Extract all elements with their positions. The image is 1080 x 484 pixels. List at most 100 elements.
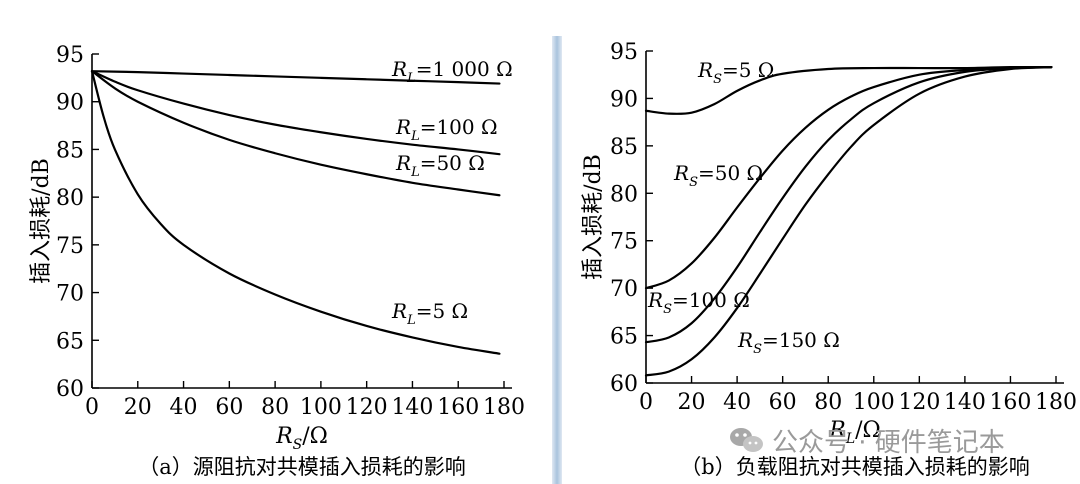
x-tick-label: 20 bbox=[124, 395, 152, 420]
y-ticks-a: 60 65 70 75 80 85 90 95 bbox=[56, 43, 99, 402]
series-label-sub: S bbox=[689, 175, 698, 190]
x-axis-title-a: RS/Ω bbox=[275, 424, 328, 453]
y-tick-label: 65 bbox=[56, 329, 84, 354]
series-label-main: R bbox=[697, 58, 713, 82]
x-tick-label: 60 bbox=[215, 395, 243, 420]
y-tick-label: 75 bbox=[610, 230, 638, 255]
x-axis-title-a-rest: /Ω bbox=[302, 424, 328, 449]
y-tick-label: 95 bbox=[610, 40, 638, 65]
x-ticks-a: 0 20 40 60 80 100 120 140 160 180 bbox=[85, 381, 525, 420]
series-label: RS=50 Ω bbox=[673, 161, 763, 190]
x-tick-label: 100 bbox=[853, 390, 895, 415]
x-tick-label: 140 bbox=[391, 395, 433, 420]
series-label-rest: =100 Ω bbox=[420, 115, 498, 139]
x-axis-title-a-main: R bbox=[275, 424, 293, 449]
y-tick-label: 85 bbox=[610, 135, 638, 160]
x-tick-label: 120 bbox=[898, 390, 940, 415]
series-label-sub: L bbox=[406, 71, 416, 86]
series-label-rest: =50 Ω bbox=[420, 151, 485, 175]
wechat-icon bbox=[730, 428, 763, 452]
x-tick-label: 0 bbox=[85, 395, 99, 420]
series-line bbox=[90, 70, 501, 85]
x-tick-label: 180 bbox=[483, 395, 525, 420]
x-tick-label: 140 bbox=[944, 390, 986, 415]
x-tick-label: 80 bbox=[814, 390, 842, 415]
watermark: 公众号 · 硬件笔记本 bbox=[730, 428, 1005, 458]
chart-panel-b: 0 20 40 60 80 100 120 140 160 180 60 65 70 75 80 85 90 9… bbox=[581, 40, 1077, 479]
x-axis-title-b: RL/Ω bbox=[828, 418, 881, 447]
series-label-rest: =50 Ω bbox=[698, 161, 763, 185]
series-labels-a: RL=1 000 ΩRL=100 ΩRL=50 ΩRL=5 Ω bbox=[391, 57, 513, 328]
x-tick-label: 80 bbox=[261, 395, 289, 420]
y-tick-label: 75 bbox=[56, 234, 84, 259]
series-label-main: R bbox=[673, 161, 689, 185]
x-tick-label: 160 bbox=[437, 395, 479, 420]
series-line bbox=[644, 66, 1053, 344]
series-line bbox=[644, 65, 1053, 115]
series-label-sub: L bbox=[410, 129, 420, 144]
y-tick-label: 90 bbox=[610, 87, 638, 112]
series-label-main: R bbox=[391, 57, 407, 81]
series-line bbox=[644, 66, 1053, 290]
x-tick-label: 40 bbox=[170, 395, 198, 420]
series-label-main: R bbox=[647, 288, 663, 312]
y-tick-label: 65 bbox=[610, 325, 638, 350]
series-label: RS=5 Ω bbox=[697, 58, 774, 87]
series-label: RL=1 000 Ω bbox=[391, 57, 513, 86]
series-label-rest: =5 Ω bbox=[416, 299, 468, 323]
y-tick-label: 90 bbox=[56, 91, 84, 116]
series-line bbox=[90, 70, 501, 156]
watermark-text: 公众号 · 硬件笔记本 bbox=[772, 428, 1005, 458]
y-ticks-b: 60 65 70 75 80 85 90 95 bbox=[610, 40, 653, 397]
caption-a: （a）源阻抗对共模插入损耗的影响 bbox=[138, 455, 466, 479]
series-label-main: R bbox=[395, 115, 411, 139]
y-tick-label: 70 bbox=[56, 282, 84, 307]
caption-b: （b）负载阻抗对共模插入损耗的影响 bbox=[680, 455, 1029, 479]
x-tick-label: 180 bbox=[1035, 390, 1077, 415]
series-label: RS=150 Ω bbox=[737, 328, 840, 357]
series-label: RL=5 Ω bbox=[391, 299, 468, 328]
series-label-rest: =100 Ω bbox=[672, 288, 750, 312]
series-label-sub: S bbox=[753, 342, 762, 357]
series-label-sub: L bbox=[410, 165, 420, 180]
series-label-sub: L bbox=[406, 313, 416, 328]
y-tick-label: 80 bbox=[610, 182, 638, 207]
x-tick-label: 100 bbox=[300, 395, 342, 420]
series-label: RS=100 Ω bbox=[647, 288, 750, 317]
x-tick-label: 160 bbox=[989, 390, 1031, 415]
y-tick-label: 95 bbox=[56, 43, 84, 68]
x-ticks-b: 0 20 40 60 80 100 120 140 160 180 bbox=[639, 376, 1077, 415]
y-tick-label: 85 bbox=[56, 138, 84, 163]
x-axis-title-b-sub: L bbox=[845, 431, 855, 447]
x-axis-title-a-sub: S bbox=[293, 437, 303, 453]
panel-divider bbox=[552, 36, 562, 484]
series-label: RL=100 Ω bbox=[395, 115, 498, 144]
x-axis-title-b-main: R bbox=[828, 418, 846, 443]
y-tick-label: 80 bbox=[56, 186, 84, 211]
series-label: RL=50 Ω bbox=[395, 151, 485, 180]
series-label-main: R bbox=[391, 299, 407, 323]
series-line bbox=[90, 70, 501, 355]
series-label-rest: =1 000 Ω bbox=[416, 57, 513, 81]
series-line bbox=[644, 66, 1053, 377]
series-labels-b: RS=5 ΩRS=50 ΩRS=100 ΩRS=150 Ω bbox=[647, 58, 840, 357]
x-tick-label: 60 bbox=[769, 390, 797, 415]
chart-panel-a: 0 20 40 60 80 100 120 140 160 180 60 65 70 75 80 85 90 9… bbox=[29, 43, 525, 479]
series-label-main: R bbox=[395, 151, 411, 175]
series-lines-b bbox=[644, 65, 1053, 377]
y-axis-title-a: 插入损耗/dB bbox=[29, 158, 54, 284]
series-label-main: R bbox=[737, 328, 753, 352]
x-axis-title-b-rest: /Ω bbox=[855, 418, 881, 443]
y-tick-label: 60 bbox=[610, 372, 638, 397]
series-label-rest: =150 Ω bbox=[762, 328, 840, 352]
series-label-sub: S bbox=[663, 302, 672, 317]
series-lines-a bbox=[90, 70, 501, 355]
x-tick-label: 40 bbox=[723, 390, 751, 415]
series-label-rest: =5 Ω bbox=[722, 58, 774, 82]
y-tick-label: 60 bbox=[56, 377, 84, 402]
y-tick-label: 70 bbox=[610, 277, 638, 302]
x-tick-label: 0 bbox=[639, 390, 653, 415]
series-line bbox=[90, 70, 501, 197]
x-tick-label: 20 bbox=[678, 390, 706, 415]
